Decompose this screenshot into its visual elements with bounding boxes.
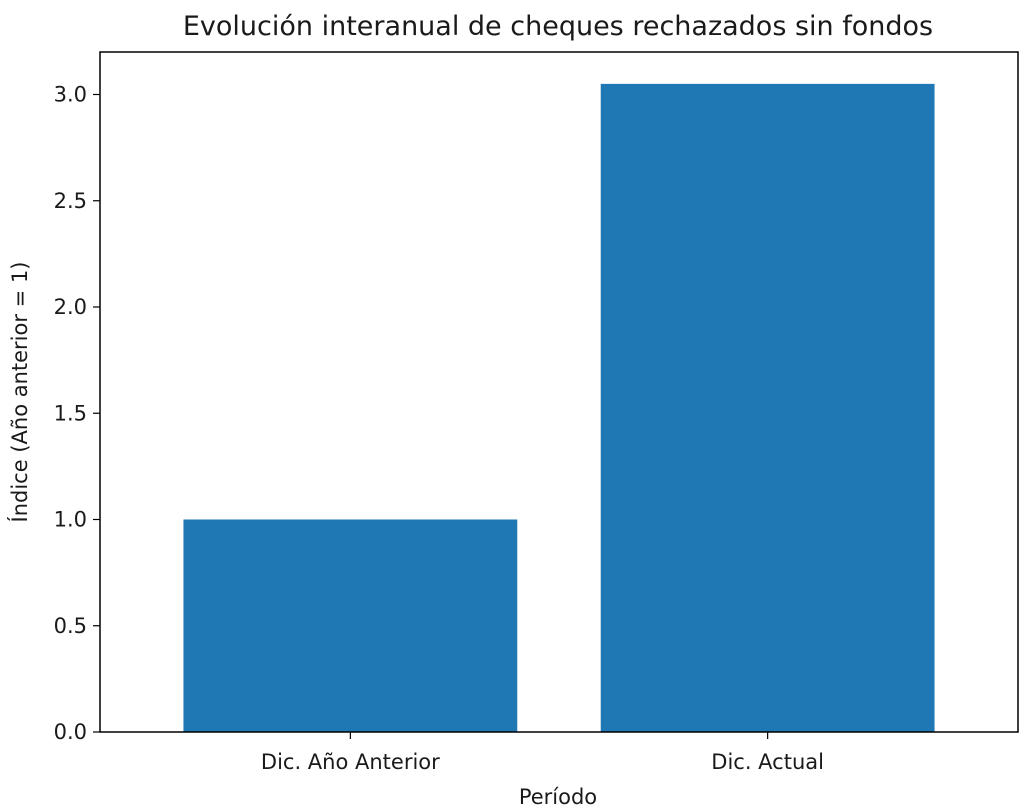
y-tick-label-6: 3.0 bbox=[54, 83, 87, 107]
y-tick-label-0: 0.0 bbox=[54, 720, 87, 744]
y-tick-label-4: 2.0 bbox=[54, 295, 87, 319]
y-tick-label-1: 0.5 bbox=[54, 614, 87, 638]
y-tick-label-5: 2.5 bbox=[54, 189, 87, 213]
x-axis: Dic. Año Anterior Dic. Actual bbox=[261, 732, 824, 774]
bar-1 bbox=[600, 83, 935, 732]
x-axis-label: Período bbox=[519, 785, 597, 809]
y-axis-label: Índice (Año anterior = 1) bbox=[7, 262, 32, 523]
y-tick-label-2: 1.0 bbox=[54, 508, 87, 532]
y-axis: 0.0 0.5 1.0 1.5 2.0 2.5 3.0 bbox=[54, 83, 100, 744]
bars-layer bbox=[183, 83, 935, 732]
x-tick-label-0: Dic. Año Anterior bbox=[261, 750, 440, 774]
chart-title: Evolución interanual de cheques rechazad… bbox=[183, 11, 933, 42]
y-tick-label-3: 1.5 bbox=[54, 401, 87, 425]
bar-0 bbox=[183, 519, 518, 732]
plot-frame bbox=[99, 51, 1019, 733]
x-tick-label-1: Dic. Actual bbox=[711, 750, 824, 774]
